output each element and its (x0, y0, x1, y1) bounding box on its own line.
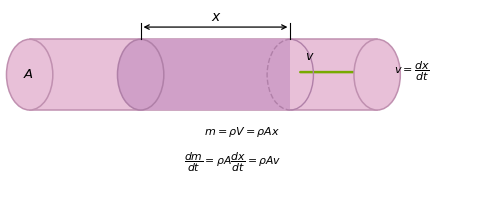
Ellipse shape (6, 39, 53, 110)
Text: $m = \rho V = \rho Ax$: $m = \rho V = \rho Ax$ (204, 124, 280, 139)
Text: $v = \dfrac{dx}{dt}$: $v = \dfrac{dx}{dt}$ (394, 60, 430, 83)
Text: $\dfrac{dm}{dt} = \rho A\dfrac{dx}{dt} = \rho Av$: $\dfrac{dm}{dt} = \rho A\dfrac{dx}{dt} =… (183, 150, 281, 174)
Polygon shape (141, 39, 290, 110)
Ellipse shape (354, 39, 400, 110)
Text: v: v (305, 50, 312, 63)
Text: A: A (24, 68, 33, 81)
Polygon shape (30, 39, 377, 110)
Ellipse shape (118, 39, 164, 110)
Text: x: x (212, 10, 220, 23)
